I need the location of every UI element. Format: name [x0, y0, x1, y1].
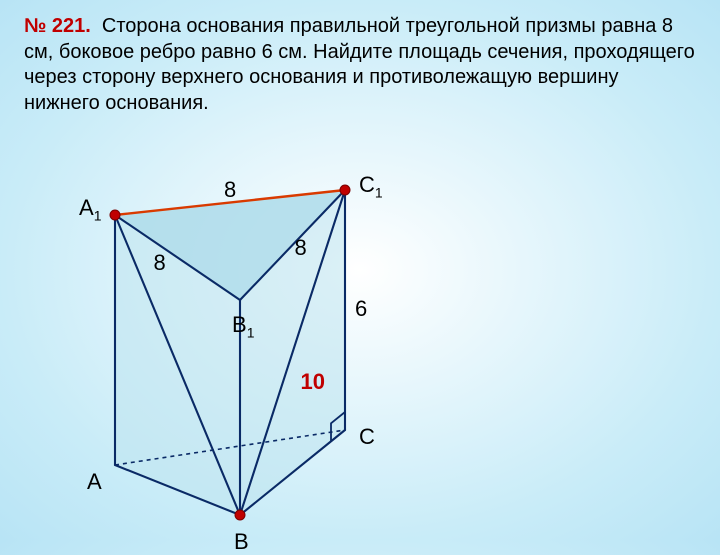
prism-svg: [60, 160, 440, 540]
vertex-label-B: B: [234, 529, 249, 555]
problem-statement: № 221. Сторона основания правильной треу…: [0, 0, 720, 116]
vertex-label-C: C: [359, 424, 375, 450]
measure-label-3: 6: [355, 296, 367, 322]
measure-label-0: 8: [224, 177, 236, 203]
problem-text: Сторона основания правильной треугольной…: [24, 15, 695, 114]
vertex-label-C1: C1: [359, 172, 383, 200]
problem-number: № 221.: [24, 15, 91, 37]
measure-label-4: 10: [301, 369, 325, 395]
vertex-label-A1: A1: [79, 195, 101, 223]
vertex-label-B1: B1: [232, 312, 254, 340]
vertex-label-A: A: [87, 469, 102, 495]
measure-label-2: 8: [295, 235, 307, 261]
prism-figure: ABCA1B1C1888610: [60, 160, 440, 540]
measure-label-1: 8: [154, 250, 166, 276]
